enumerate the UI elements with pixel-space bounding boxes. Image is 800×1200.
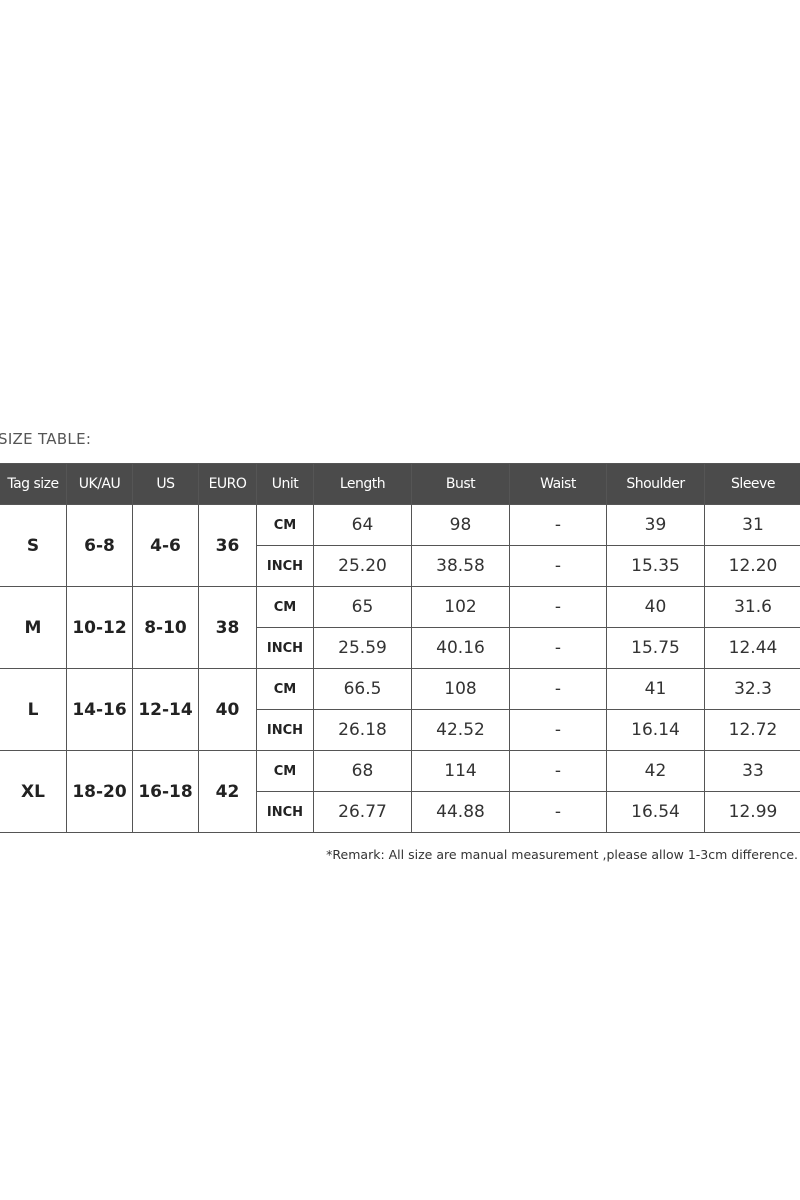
size-cell: 36: [198, 504, 257, 587]
measurement-cell: 25.20: [313, 545, 412, 587]
measurement-cell: 41: [606, 668, 705, 710]
measurement-cell: 65: [313, 586, 412, 628]
size-cell: 6-8: [66, 504, 133, 587]
column-header: Length: [313, 463, 412, 505]
measurement-cell: -: [509, 709, 607, 751]
measurement-cell: 25.59: [313, 627, 412, 669]
measurement-cell: 64: [313, 504, 412, 546]
size-cell: 16-18: [132, 750, 199, 833]
table-row: S 6-8 4-6 36 CM 64 98-39 31: [0, 504, 800, 587]
table-row: INCH 26.18 42.52-16.14 12.72: [0, 709, 800, 751]
measurement-cell: 114: [411, 750, 510, 792]
size-cell: L: [0, 668, 67, 751]
size-table-title: SIZE TABLE:: [0, 430, 92, 448]
unit-cell: INCH: [256, 545, 314, 587]
measurement-cell: 33: [704, 750, 800, 792]
column-header: Waist: [509, 463, 607, 505]
measurement-cell: 40.16: [411, 627, 510, 669]
table-row: L 14-16 12-14 40 CM 66.5 108-41 32.3: [0, 668, 800, 751]
size-cell: 18-20: [66, 750, 133, 833]
unit-cell: INCH: [256, 627, 314, 669]
measurement-cell: -: [509, 586, 607, 628]
measurement-cell: 42: [606, 750, 705, 792]
size-cell: S: [0, 504, 67, 587]
column-header: Shoulder: [606, 463, 705, 505]
unit-cell: INCH: [256, 709, 314, 751]
column-header: Unit: [256, 463, 314, 505]
unit-cell: CM: [256, 668, 314, 710]
header-row: Tag size UK/AU US EURO Unit Length Bust Waist Sh…: [0, 463, 800, 505]
table-row: XL 18-20 16-18 42 CM 68 114-42 33: [0, 750, 800, 833]
column-header: Bust: [411, 463, 510, 505]
size-cell: 40: [198, 668, 257, 751]
measurement-cell: 15.35: [606, 545, 705, 587]
measurement-cell: 40: [606, 586, 705, 628]
measurement-cell: 98: [411, 504, 510, 546]
measurement-cell: -: [509, 504, 607, 546]
column-header: Tag size: [0, 463, 67, 505]
measurement-cell: -: [509, 668, 607, 710]
column-header: US: [132, 463, 199, 505]
unit-cell: CM: [256, 750, 314, 792]
size-cell: 12-14: [132, 668, 199, 751]
size-table: Tag size UK/AU US EURO Unit Length Bust Waist Sh…: [0, 463, 800, 833]
unit-cell: INCH: [256, 791, 314, 833]
measurement-cell: 16.54: [606, 791, 705, 833]
measurement-cell: 68: [313, 750, 412, 792]
size-cell: 38: [198, 586, 257, 669]
unit-cell: CM: [256, 586, 314, 628]
measurement-cell: 16.14: [606, 709, 705, 751]
column-header: EURO: [198, 463, 257, 505]
table-row: M 10-12 8-10 38 CM 65 102-40 31.6: [0, 586, 800, 669]
measurement-cell: 12.72: [704, 709, 800, 751]
measurement-cell: 31: [704, 504, 800, 546]
measurement-cell: -: [509, 750, 607, 792]
measurement-cell: -: [509, 545, 607, 587]
table-row: INCH 25.20 38.58-15.35 12.20: [0, 545, 800, 587]
measurement-cell: 66.5: [313, 668, 412, 710]
size-cell: 4-6: [132, 504, 199, 587]
measurement-cell: 32.3: [704, 668, 800, 710]
column-header: UK/AU: [66, 463, 133, 505]
measurement-cell: -: [509, 627, 607, 669]
size-cell: XL: [0, 750, 67, 833]
measurement-cell: 15.75: [606, 627, 705, 669]
measurement-cell: -: [509, 791, 607, 833]
size-cell: M: [0, 586, 67, 669]
size-cell: 8-10: [132, 586, 199, 669]
table-row: INCH 25.59 40.16-15.75 12.44: [0, 627, 800, 669]
measurement-cell: 26.18: [313, 709, 412, 751]
measurement-cell: 31.6: [704, 586, 800, 628]
table-row: INCH 26.77 44.88-16.54 12.99: [0, 791, 800, 833]
size-cell: 42: [198, 750, 257, 833]
measurement-cell: 108: [411, 668, 510, 710]
measurement-cell: 38.58: [411, 545, 510, 587]
measurement-cell: 26.77: [313, 791, 412, 833]
remark-note: *Remark: All size are manual measurement…: [326, 847, 798, 862]
unit-cell: CM: [256, 504, 314, 546]
size-cell: 14-16: [66, 668, 133, 751]
measurement-cell: 12.99: [704, 791, 800, 833]
measurement-cell: 102: [411, 586, 510, 628]
size-cell: 10-12: [66, 586, 133, 669]
measurement-cell: 44.88: [411, 791, 510, 833]
measurement-cell: 39: [606, 504, 705, 546]
measurement-cell: 42.52: [411, 709, 510, 751]
column-header: Sleeve: [704, 463, 800, 505]
measurement-cell: 12.20: [704, 545, 800, 587]
measurement-cell: 12.44: [704, 627, 800, 669]
